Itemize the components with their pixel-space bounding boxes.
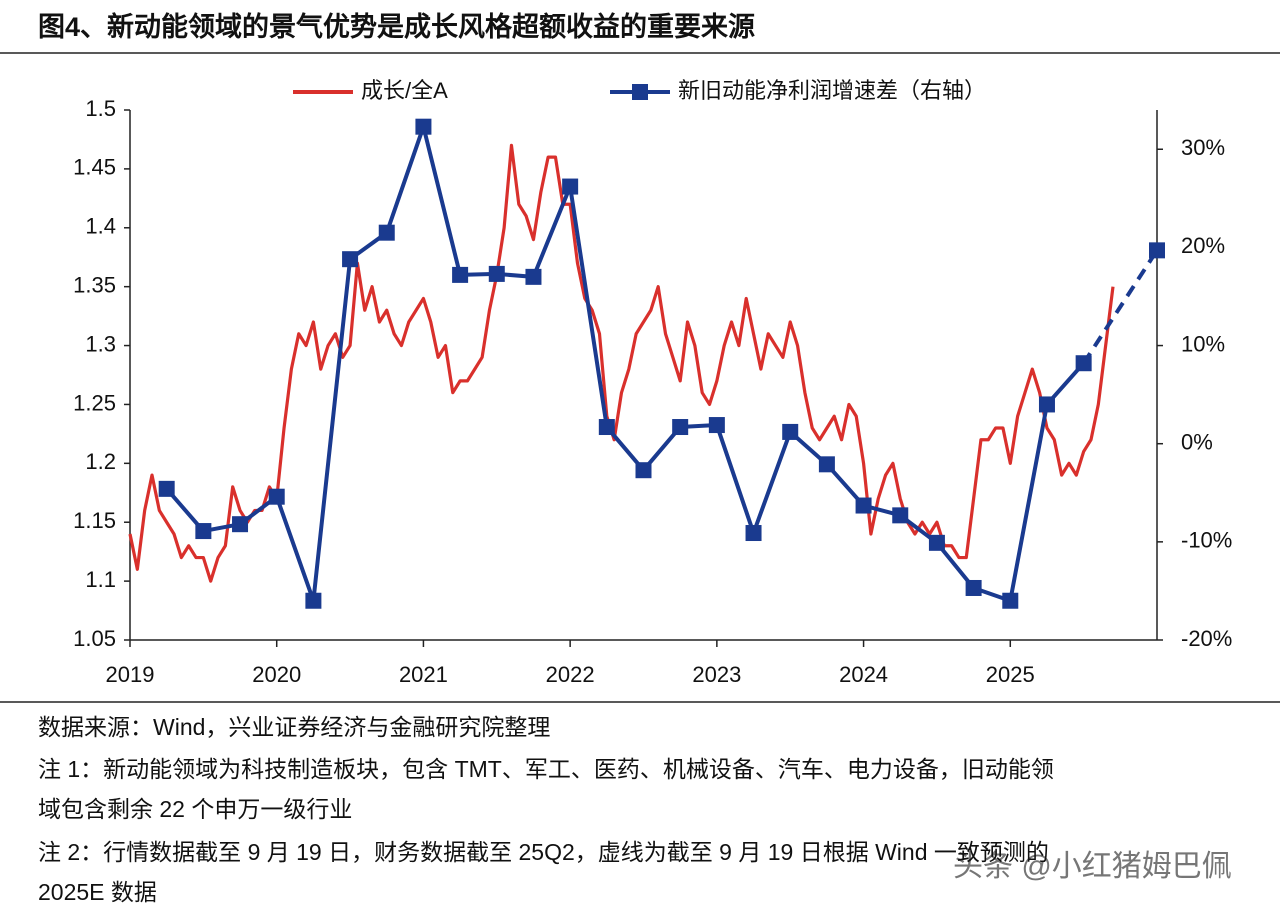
- y-tick-label: 1.5: [85, 96, 116, 121]
- note: 2025E 数据: [38, 879, 157, 905]
- legend-marker: [632, 84, 648, 100]
- watermark: 头条 @小红猪姆巴佩: [953, 850, 1232, 883]
- x-tick-label: 2023: [692, 662, 741, 687]
- point-marker: [1149, 242, 1165, 259]
- series-line: [128, 143, 1115, 583]
- y2-tick-label: 10%: [1181, 331, 1225, 356]
- x-tick-label: 2024: [839, 662, 888, 687]
- y-tick-label: 1.2: [85, 449, 116, 474]
- point-marker: [598, 419, 615, 436]
- x-tick-label: 2019: [106, 662, 155, 687]
- point-marker: [1038, 396, 1055, 413]
- y-tick-label: 1.15: [73, 508, 116, 533]
- x-tick-label: 2025: [986, 662, 1035, 687]
- y2-tick-label: -10%: [1181, 528, 1232, 553]
- y-tick-label: 1.4: [85, 214, 116, 239]
- note: 域包含剩余 22 个申万一级行业: [38, 796, 353, 822]
- forecast-line: [1081, 249, 1159, 365]
- point-marker: [818, 456, 835, 473]
- series-line: [165, 124, 1086, 603]
- point-marker: [708, 417, 725, 434]
- x-tick-label: 2022: [546, 662, 595, 687]
- point-marker: [928, 534, 945, 551]
- point-marker: [782, 423, 799, 440]
- note: 注 1：新动能领域为科技制造板块，包含 TMT、军工、医药、机械设备、汽车、电力…: [38, 756, 1054, 782]
- y-tick-label: 1.1: [85, 567, 116, 592]
- point-marker: [1002, 592, 1019, 609]
- y-tick-label: 1.05: [73, 626, 116, 651]
- note: 数据来源：Wind，兴业证券经济与金融研究院整理: [38, 714, 551, 740]
- point-marker: [525, 268, 542, 285]
- y2-tick-label: 0%: [1181, 430, 1213, 455]
- point-marker: [965, 579, 982, 596]
- point-marker: [268, 488, 285, 505]
- point-marker: [855, 497, 872, 514]
- point-marker: [562, 178, 579, 195]
- point-marker: [745, 525, 762, 542]
- point-marker: [672, 419, 689, 436]
- point-marker: [415, 118, 432, 135]
- y-tick-label: 1.35: [73, 272, 116, 297]
- chart-title: 图4、新动能领域的景气优势是成长风格超额收益的重要来源: [38, 11, 755, 42]
- x-tick-label: 2021: [399, 662, 448, 687]
- y-tick-label: 1.3: [85, 331, 116, 356]
- point-marker: [232, 516, 249, 533]
- point-marker: [378, 224, 395, 241]
- y2-tick-label: 20%: [1181, 233, 1225, 258]
- point-marker: [305, 592, 322, 609]
- point-marker: [1075, 355, 1092, 372]
- point-marker: [488, 265, 505, 282]
- y2-tick-label: -20%: [1181, 626, 1232, 651]
- point-marker: [158, 480, 175, 497]
- point-marker: [892, 507, 909, 524]
- y-tick-label: 1.45: [73, 155, 116, 180]
- legend-label: 成长/全A: [361, 78, 448, 103]
- note: 注 2：行情数据截至 9 月 19 日，财务数据截至 25Q2，虚线为截至 9 …: [38, 839, 1049, 865]
- legend-label: 新旧动能净利润增速差（右轴）: [678, 78, 986, 103]
- point-marker: [452, 266, 469, 283]
- point-marker: [342, 251, 359, 268]
- y2-tick-label: 30%: [1181, 135, 1225, 160]
- x-tick-label: 2020: [252, 662, 301, 687]
- y-tick-label: 1.25: [73, 390, 116, 415]
- point-marker: [195, 523, 212, 540]
- point-marker: [635, 462, 652, 479]
